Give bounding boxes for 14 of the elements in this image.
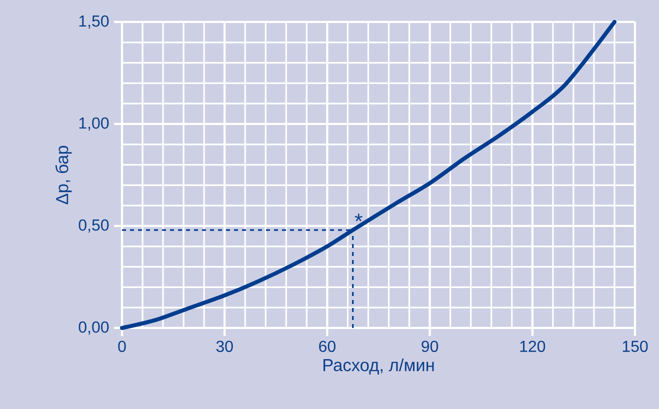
x-tick-label: 0 bbox=[118, 340, 126, 352]
y-tick-label: 1,50 bbox=[79, 15, 109, 29]
annotation: * bbox=[354, 214, 362, 222]
y-tick-label: 0,00 bbox=[78, 321, 109, 335]
x-tick-label: 90 bbox=[422, 340, 438, 352]
line-series bbox=[120, 20, 616, 330]
x-tick-label: 60 bbox=[319, 340, 336, 352]
y-tick-label: 1,00 bbox=[79, 117, 109, 131]
y-axis-title: Δp, бар bbox=[55, 146, 72, 204]
y-tick-label: 0,50 bbox=[78, 219, 109, 233]
x-tick-label: 30 bbox=[216, 340, 233, 352]
x-tick-label: 150 bbox=[622, 340, 648, 352]
x-axis-title: Расход, л/мин bbox=[323, 358, 434, 375]
x-tick-label: 120 bbox=[520, 340, 546, 352]
